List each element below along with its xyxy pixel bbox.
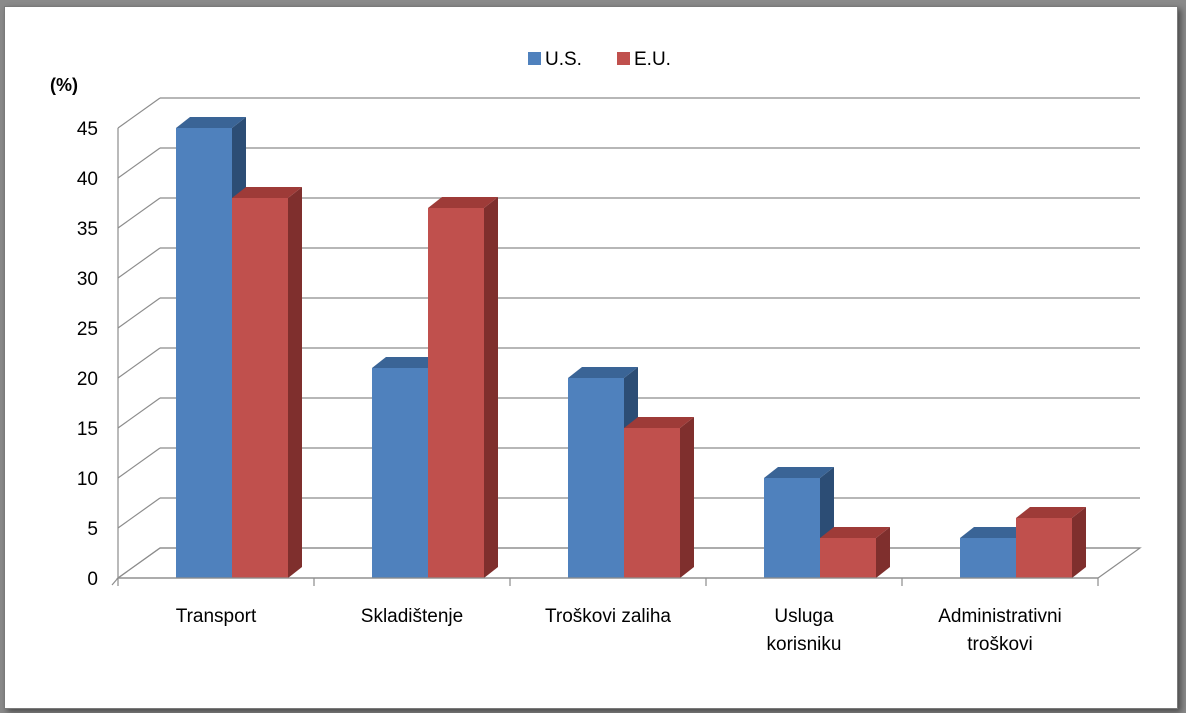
gridline-diagonal xyxy=(117,147,161,179)
legend-label: E.U. xyxy=(634,49,671,70)
gridline-diagonal xyxy=(117,547,161,579)
legend-swatch xyxy=(528,52,541,65)
y-tick-label: 30 xyxy=(77,269,98,290)
legend-swatch xyxy=(617,52,630,65)
bar xyxy=(624,428,680,578)
bar xyxy=(1016,518,1072,578)
x-tick-label: Usluga xyxy=(774,606,834,627)
bar-top xyxy=(176,117,246,128)
bar-top xyxy=(428,197,498,208)
bar xyxy=(764,478,820,578)
y-tick-label: 10 xyxy=(77,469,98,490)
x-tick-label: Troškovi zaliha xyxy=(545,606,671,627)
gridline-diagonal xyxy=(117,447,161,479)
y-tick-label: 35 xyxy=(77,219,98,240)
legend-label: U.S. xyxy=(545,49,582,70)
y-tick-label: 5 xyxy=(87,519,98,540)
y-tick-label: 25 xyxy=(77,319,98,340)
gridline-diagonal xyxy=(117,297,161,329)
gridline-diagonal xyxy=(117,197,161,229)
y-tick-label: 45 xyxy=(77,119,98,140)
bar xyxy=(820,538,876,578)
bar xyxy=(568,378,624,578)
x-tick-label: troškovi xyxy=(967,634,1032,655)
bar xyxy=(232,198,288,578)
bar-side xyxy=(680,417,694,578)
bar-top xyxy=(764,467,834,478)
y-tick-label: 40 xyxy=(77,169,98,190)
gridline-diagonal xyxy=(117,247,161,279)
bar-side xyxy=(876,527,890,578)
legend: U.S. E.U. xyxy=(528,49,671,70)
x-tick-label: Administrativni xyxy=(938,606,1062,627)
bar xyxy=(176,128,232,578)
bar-group xyxy=(176,117,1086,578)
bar-side xyxy=(1072,507,1086,578)
bar-side xyxy=(288,187,302,578)
axes xyxy=(111,128,1099,586)
bar-top xyxy=(232,187,302,198)
y-tick-label: 20 xyxy=(77,369,98,390)
bar-side xyxy=(484,197,498,578)
gridline-diagonal xyxy=(117,347,161,379)
bar xyxy=(428,208,484,578)
gridline-diagonal xyxy=(117,497,161,529)
gridline-diagonal xyxy=(117,97,161,129)
bar-top xyxy=(568,367,638,378)
bar-top xyxy=(1016,507,1086,518)
axis-labels: 0 5 10 15 20 25 30 35 40 45 (%) Transport Skladišten… xyxy=(50,75,1062,655)
bar-top xyxy=(624,417,694,428)
bar-top xyxy=(960,527,1030,538)
y-axis-label: (%) xyxy=(50,75,78,95)
y-tick-label: 0 xyxy=(87,569,98,590)
gridline-diagonal xyxy=(117,397,161,429)
x-tick-label: Skladištenje xyxy=(361,606,463,627)
bar xyxy=(960,538,1016,578)
axis-corner xyxy=(111,577,119,586)
bar-top xyxy=(820,527,890,538)
x-tick-label: korisniku xyxy=(767,634,842,655)
bar-chart: 0 5 10 15 20 25 30 35 40 45 (%) Transport Skladišten… xyxy=(50,49,1142,655)
bar-top xyxy=(372,357,442,368)
bar xyxy=(372,368,428,578)
y-tick-label: 15 xyxy=(77,419,98,440)
chart-frame: 0 5 10 15 20 25 30 35 40 45 (%) Transport Skladišten… xyxy=(4,6,1178,709)
x-tick-label: Transport xyxy=(176,606,257,627)
